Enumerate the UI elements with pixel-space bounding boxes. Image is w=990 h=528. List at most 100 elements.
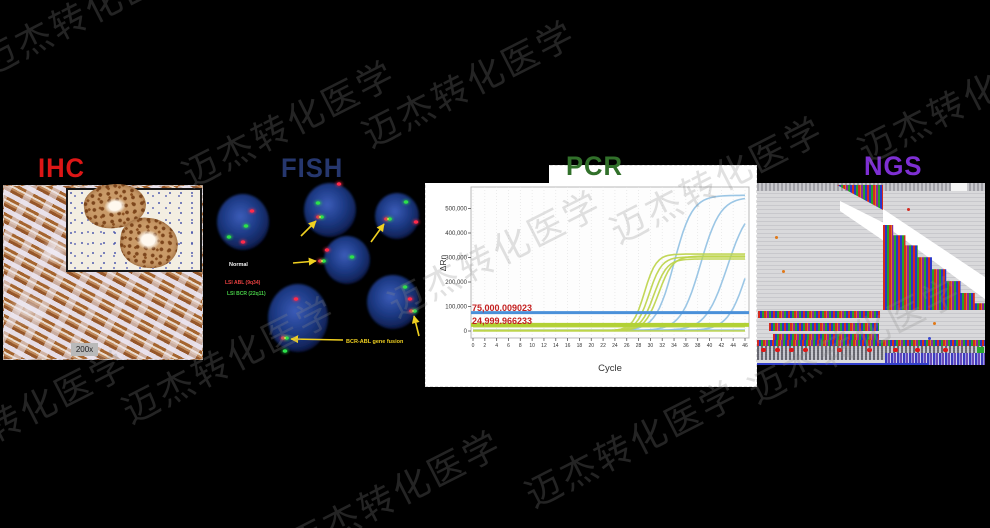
- ihc-histology-image: 200x: [3, 179, 203, 360]
- fish-label-fusion: BCR-ABL gene fusion: [346, 339, 404, 345]
- fusion-arrow: [411, 315, 420, 337]
- fish-signal: [226, 235, 232, 239]
- variant-dot: [867, 348, 872, 352]
- x-tick-label: 22: [600, 343, 606, 349]
- variant-dot: [837, 348, 842, 352]
- ngs-coverage-row: [757, 346, 985, 354]
- y-tick-label: 0: [464, 329, 468, 335]
- fish-signal: [249, 209, 255, 213]
- x-tick-label: 12: [541, 343, 547, 349]
- fish-signal: [321, 259, 326, 263]
- fusion-arrow: [290, 335, 344, 344]
- y-axis-label: ΔRn: [438, 254, 448, 271]
- watermark: 迈杰转化医学: [281, 422, 509, 528]
- watermark: 迈杰转化医学: [0, 0, 201, 84]
- fish-label-probe-red: LSI ABL (9q34): [225, 280, 261, 286]
- x-tick-label: 28: [636, 343, 642, 349]
- variant-dot: [761, 348, 766, 352]
- x-tick-label: 26: [624, 343, 630, 349]
- ngs-colored-read-row: [773, 334, 879, 341]
- x-tick-label: 6: [507, 343, 510, 349]
- fish-nucleus: [268, 284, 328, 352]
- fish-signal: [407, 297, 413, 301]
- variant-dot: [907, 208, 910, 211]
- fish-signal: [243, 224, 249, 228]
- fish-nucleus: [324, 236, 370, 284]
- ihc-title: IHC: [38, 153, 86, 183]
- variant-dot: [893, 348, 898, 352]
- fusion-arrow: [292, 257, 317, 266]
- y-tick-label: 200,000: [445, 280, 467, 286]
- variant-dot: [789, 348, 794, 352]
- variant-dot: [803, 348, 808, 352]
- fish-fusion-signal: [321, 260, 323, 262]
- pcr-title: PCR: [566, 151, 624, 181]
- fish-signal: [412, 309, 417, 313]
- x-tick-label: 14: [553, 343, 559, 349]
- fish-signal: [413, 220, 419, 224]
- fish-signal: [402, 285, 408, 289]
- fish-fusion-signal: [387, 218, 389, 220]
- fish-fusion-signal: [319, 216, 321, 218]
- variant-dot: [775, 236, 778, 239]
- watermark: 迈杰转化医学: [518, 372, 746, 516]
- pcr-chart-panel: 0 100,000 200,000 300,000 400,000 500,000 0 2 4 6…: [425, 165, 757, 387]
- x-tick-label: 16: [565, 343, 571, 349]
- variant-dot: [782, 270, 785, 273]
- x-tick-label: 4: [495, 343, 498, 349]
- fish-nuclei: [217, 181, 420, 354]
- fish-signal: [284, 336, 289, 340]
- x-tick-label: 34: [671, 343, 677, 349]
- threshold-value-label: 24,999.966233: [472, 316, 532, 326]
- variant-dot: [933, 322, 936, 325]
- fish-nucleus: [367, 275, 419, 329]
- threshold-value-label: 75,000.009023: [472, 303, 532, 313]
- y-tick-label: 500,000: [445, 207, 467, 213]
- ngs-consensus-row: [757, 340, 985, 346]
- x-tick-label: 2: [483, 343, 486, 349]
- ngs-colored-read-row: [769, 323, 879, 331]
- y-tick-label: 300,000: [445, 256, 467, 262]
- y-tick-label: 400,000: [445, 231, 467, 237]
- y-tick-label: 100,000: [445, 305, 467, 311]
- magnification-badge: 200x: [71, 343, 98, 356]
- ihc-gland: [117, 215, 181, 271]
- x-tick-label: 40: [707, 343, 713, 349]
- fish-signal: [319, 215, 324, 219]
- x-tick-label: 18: [577, 343, 583, 349]
- ngs-read-alignment: [757, 183, 985, 365]
- fish-signal: [403, 200, 409, 204]
- ngs-coverage-row: [757, 354, 985, 360]
- variant-dot: [943, 348, 948, 352]
- x-tick-label: 8: [519, 343, 522, 349]
- x-tick-label: 10: [529, 343, 535, 349]
- fish-nucleus: [304, 183, 356, 237]
- fish-signal: [293, 297, 299, 301]
- pcr-panel-notch: [425, 165, 549, 183]
- fish-signal: [315, 201, 321, 205]
- fusion-arrow: [370, 223, 385, 243]
- x-axis-label: Cycle: [598, 363, 622, 374]
- ngs-title: NGS: [864, 151, 923, 181]
- watermark: 迈杰转化医学: [355, 12, 583, 156]
- fish-label-probe-green: LSI BCR (22q11): [227, 291, 266, 297]
- fish-signal: [240, 240, 246, 244]
- ihc-gland-lumen: [135, 228, 162, 252]
- fish-title: FISH: [281, 153, 344, 183]
- fish-image: Normal LSI ABL (9q34) LSI BCR (22q11) BC…: [217, 181, 420, 354]
- x-tick-label: 44: [730, 343, 736, 349]
- fish-signal: [324, 248, 330, 252]
- fusion-arrow: [300, 220, 317, 237]
- ihc-gland-lumen: [102, 196, 128, 216]
- variant-dot: [928, 337, 931, 340]
- ngs-ruler-gap: [951, 183, 967, 191]
- fish-signal: [387, 217, 392, 221]
- x-tick-label: 20: [588, 343, 594, 349]
- ihc-inset-magnified-view: [66, 179, 202, 272]
- ngs-annotation-track: [885, 353, 985, 365]
- x-tick-label: 36: [683, 343, 689, 349]
- x-tick-label: 42: [719, 343, 725, 349]
- fish-signal: [336, 182, 342, 186]
